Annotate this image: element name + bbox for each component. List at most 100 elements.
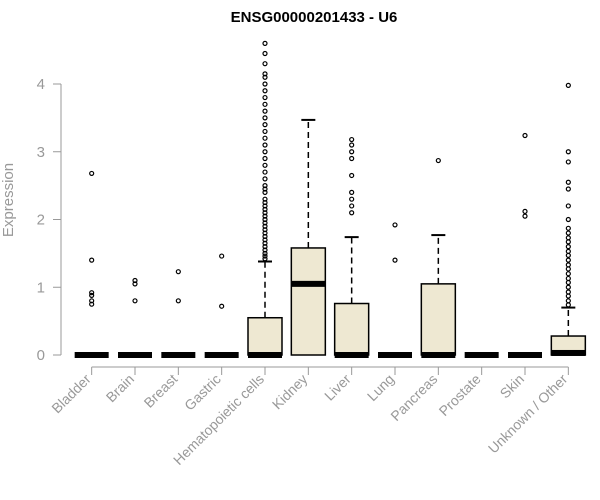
outlier-point [565,203,571,209]
outlier-point [132,281,138,287]
outlier-point [262,223,268,229]
outlier-point [349,210,355,216]
outlier-point [89,170,95,177]
outlier-point [565,298,571,304]
outlier-point [565,252,571,259]
box-series [74,40,587,358]
outlier-point [565,266,571,272]
median-line [378,352,412,358]
outlier-point [565,275,571,282]
outlier-point [262,149,268,155]
outlier-point [349,149,355,155]
y-tick-label: 2 [37,212,45,229]
outlier-point [262,115,268,121]
outlier-point [262,206,268,212]
x-tick-label: Breast [141,371,181,411]
outlier-point [349,136,355,143]
median-line [508,352,542,358]
outlier-point [132,277,138,284]
outlier-point [262,122,268,128]
outlier-point [219,303,225,309]
outlier-point [89,301,95,307]
box-group [508,132,542,358]
outlier-point [262,199,268,206]
x-tick-label: Prostate [436,371,484,419]
box-group [378,222,412,358]
outlier-point [262,220,268,226]
outlier-point [262,256,268,262]
outlier-point [565,149,571,155]
outlier-point [262,210,268,216]
outlier-point [349,172,355,179]
median-line [421,352,456,358]
outlier-point [262,94,268,101]
outlier-point [89,257,95,263]
outlier-point [349,203,355,209]
outlier-point [565,216,571,223]
outlier-point [565,279,571,286]
box-group [204,253,239,358]
outlier-point [262,250,268,256]
outlier-point [565,230,571,236]
outlier-point [219,253,225,259]
outlier-point [565,262,571,268]
outlier-point [175,269,181,275]
outlier-point [262,88,268,94]
box-rect [290,247,327,356]
outlier-point [262,71,268,77]
median-line [291,280,326,287]
outlier-point [262,186,268,192]
outlier-point [175,298,181,304]
outlier-point [349,155,355,162]
outlier-point [565,225,571,231]
median-line [118,352,152,358]
outlier-point [262,81,268,87]
outlier-point [565,82,571,88]
box-group [74,170,109,358]
outlier-point [565,244,571,250]
box-group [550,82,587,356]
box-group [118,277,152,358]
outlier-point [565,235,571,241]
outlier-point [522,213,528,219]
x-tick-label: Liver [321,371,354,404]
outlier-point [262,244,268,250]
outlier-point [349,142,355,148]
outlier-point [262,128,268,135]
median-line [248,352,282,358]
outlier-point [565,302,571,308]
x-tick-label: Kidney [269,371,311,413]
outlier-point [262,40,268,46]
median-line [551,349,586,356]
outlier-point [262,216,268,223]
x-tick-label: Unknown / Other [485,371,571,457]
outlier-point [262,189,268,195]
outlier-point [565,284,571,290]
y-tick-label: 3 [37,144,45,161]
outlier-point [565,248,571,254]
outlier-point [89,290,95,296]
outlier-point [522,132,528,139]
outlier-point [565,179,571,185]
outlier-point [392,257,398,263]
outlier-point [262,169,268,175]
outlier-point [262,247,268,253]
box-group [420,157,457,358]
median-line [334,352,369,358]
outlier-point [262,155,268,162]
outlier-point [565,289,571,295]
y-tick-label: 0 [37,347,45,364]
chart-title: ENSG00000201433 - U6 [231,9,398,26]
outlier-point [262,253,268,259]
outlier-point [565,271,571,277]
box-group [333,136,370,358]
box-group [464,352,499,358]
y-tick-label: 1 [37,279,45,296]
outlier-point [522,208,528,214]
outlier-point [262,240,268,246]
x-tick-label: Brain [103,371,137,405]
x-tick-label: Pancreas [387,371,440,424]
outlier-point [565,159,571,165]
